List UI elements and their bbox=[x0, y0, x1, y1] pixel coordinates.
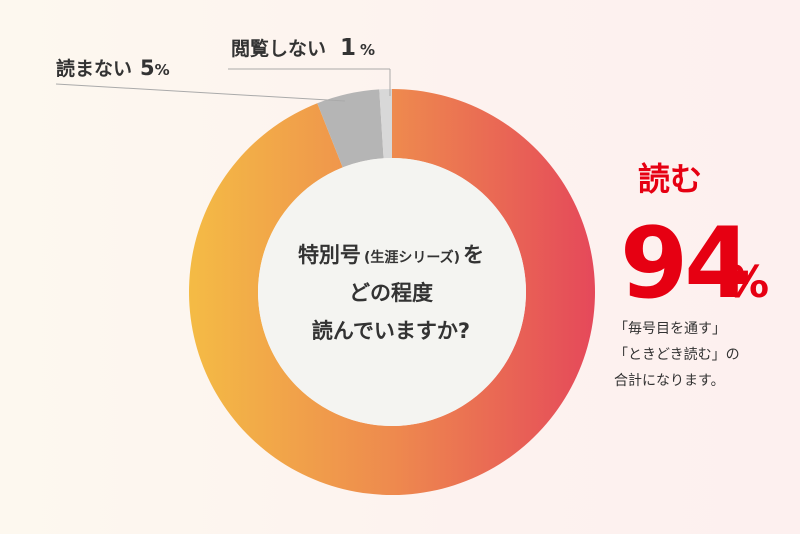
center-line-1-main: 特別号 bbox=[298, 243, 361, 267]
highlight-note-3: 合計になります。 bbox=[614, 373, 725, 389]
leader-line-not-read bbox=[55, 83, 346, 102]
center-line-2: どの程度 bbox=[349, 281, 433, 305]
slice-not-read bbox=[317, 89, 384, 168]
label-no-browse-text: 閲覧しない bbox=[231, 37, 326, 60]
label-no-browse-unit: % bbox=[360, 41, 375, 59]
label-no-browse: 閲覧しない 1% bbox=[231, 35, 375, 61]
donut-slices bbox=[189, 89, 595, 495]
center-line-1-paren: (生涯シリーズ) bbox=[364, 249, 460, 266]
label-not-read-unit: % bbox=[155, 61, 170, 79]
center-line-1: 特別号 (生涯シリーズ) を bbox=[298, 243, 484, 267]
slice-no-browse bbox=[379, 89, 392, 159]
label-no-browse-value: 1 bbox=[340, 35, 356, 61]
highlight-unit: % bbox=[725, 257, 769, 308]
label-not-read: 読まない 5% bbox=[56, 56, 170, 80]
highlight-title: 読む bbox=[638, 160, 702, 198]
label-not-read-value: 5 bbox=[140, 56, 155, 80]
highlight-note-2: 「ときどき読む」の bbox=[614, 346, 740, 363]
center-line-1-tail: を bbox=[463, 243, 484, 267]
label-not-read-text: 読まない bbox=[56, 57, 132, 80]
center-line-3: 読んでいますか? bbox=[312, 319, 470, 343]
highlight-note-1: 「毎号目を通す」 bbox=[614, 321, 726, 337]
donut-center bbox=[258, 158, 526, 426]
slice-read bbox=[189, 89, 595, 495]
highlight-value: 94 bbox=[620, 207, 748, 321]
